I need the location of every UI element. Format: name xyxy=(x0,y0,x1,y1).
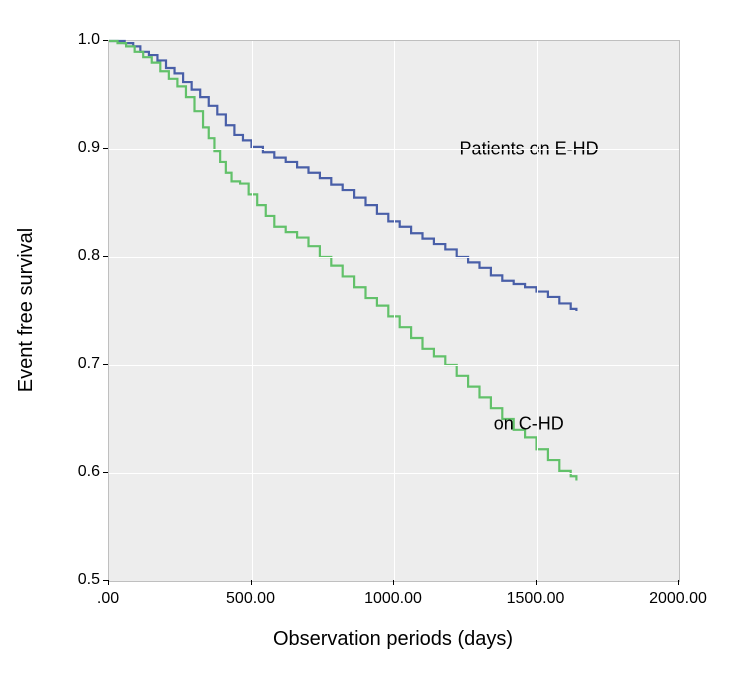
series-label-chd: on C-HD xyxy=(494,414,564,435)
y-tick-label: 0.8 xyxy=(78,247,108,265)
y-axis-title: Event free survival xyxy=(15,228,38,393)
plot-area: Patients on E-HD on C-HD xyxy=(108,40,680,582)
y-tick-label: 1.0 xyxy=(78,31,108,49)
grid-line-v xyxy=(394,41,395,581)
x-tick-label: 1000.00 xyxy=(364,590,422,608)
x-tick-label: 500.00 xyxy=(226,590,275,608)
survival-chart: Patients on E-HD on C-HD Event free surv… xyxy=(0,0,740,697)
x-tick-mark xyxy=(678,580,679,585)
y-tick-label: 0.6 xyxy=(78,463,108,481)
grid-line-v xyxy=(537,41,538,581)
x-tick-label: 1500.00 xyxy=(507,590,565,608)
y-tick-label: 0.5 xyxy=(78,571,108,589)
x-tick-mark xyxy=(108,580,109,585)
x-tick-label: 2000.00 xyxy=(649,590,707,608)
x-tick-label: .00 xyxy=(97,590,119,608)
y-tick-label: 0.9 xyxy=(78,139,108,157)
x-axis-title: Observation periods (days) xyxy=(0,628,740,651)
x-tick-mark xyxy=(536,580,537,585)
x-tick-mark xyxy=(251,580,252,585)
grid-line-v xyxy=(252,41,253,581)
x-tick-mark xyxy=(393,580,394,585)
y-tick-label: 0.7 xyxy=(78,355,108,373)
